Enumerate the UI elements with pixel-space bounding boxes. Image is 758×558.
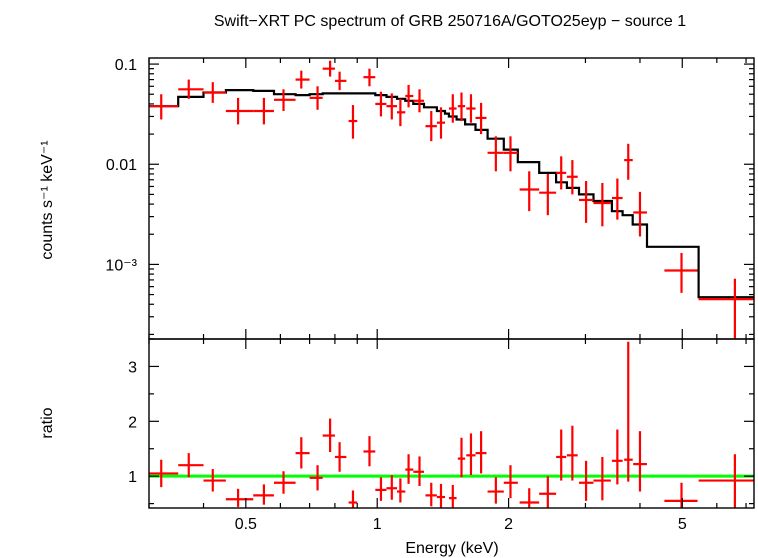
ratio-data-point <box>698 454 754 508</box>
ratio-data-point <box>624 341 633 482</box>
spectrum-data-point <box>405 84 414 108</box>
ratio-data-point <box>611 429 623 485</box>
spectrum-data-point <box>633 191 647 237</box>
ratio-y-axis-label: ratio <box>39 407 56 438</box>
ratio-data-point <box>448 484 457 508</box>
spectrum-data-point <box>519 171 540 212</box>
spectrum-panel: 0.1 0.01 10⁻³ <box>105 57 755 340</box>
ratio-data-point <box>273 471 296 494</box>
ratio-tick-label: 1 <box>128 469 137 486</box>
spectrum-data-point <box>487 136 504 172</box>
ratio-data-point <box>519 488 540 508</box>
spectrum-data-point <box>611 178 623 220</box>
ratio-data-point <box>295 437 310 469</box>
y-tick-label: 0.01 <box>106 157 137 174</box>
ratio-panel-frame <box>148 338 755 509</box>
ratio-data-point <box>225 488 254 507</box>
spectrum-data-point <box>539 173 557 216</box>
spectrum-data-point <box>624 143 633 180</box>
spectrum-panel-frame <box>148 57 755 340</box>
ratio-data-point <box>664 482 698 508</box>
ratio-points-group <box>149 341 754 508</box>
spectrum-data-point <box>466 94 476 123</box>
ratio-data-point <box>203 469 226 492</box>
spectrum-data-point <box>322 60 335 77</box>
spectrum-data-point <box>413 89 424 113</box>
ratio-data-point <box>487 477 504 504</box>
ratio-data-point <box>457 437 466 478</box>
spectrum-data-point <box>556 156 567 190</box>
spectrum-data-point <box>348 105 358 139</box>
ratio-data-point <box>503 465 518 499</box>
spectrum-data-point <box>203 82 226 103</box>
spectrum-points-group <box>149 60 754 339</box>
ratio-data-point <box>348 490 358 508</box>
ratio-data-point <box>386 475 397 500</box>
ratio-data-point <box>425 482 437 507</box>
ratio-data-point <box>405 454 414 484</box>
ratio-tick-label: 2 <box>128 414 137 431</box>
ratio-data-point <box>322 418 335 453</box>
spectrum-data-point <box>295 70 310 89</box>
spectrum-data-point <box>579 181 594 223</box>
ratio-data-point <box>413 456 424 487</box>
spectrum-data-point <box>334 71 347 91</box>
ratio-data-point <box>633 431 647 492</box>
spectrum-data-point <box>178 79 204 99</box>
spectrum-data-point <box>375 91 387 117</box>
spectrum-y-axis-label: counts s⁻¹ keV⁻¹ <box>39 140 56 259</box>
spectrum-data-point <box>386 93 397 120</box>
ratio-data-point <box>363 436 376 467</box>
ratio-data-point <box>593 456 611 501</box>
x-tick-label: 0.5 <box>235 516 257 533</box>
ratio-data-point <box>309 465 323 491</box>
ratio-data-point <box>334 442 347 472</box>
ratio-data-point <box>539 476 557 508</box>
ratio-data-point <box>566 425 578 481</box>
spectrum-data-point <box>593 182 611 227</box>
spectrum-data-point <box>475 102 487 135</box>
x-tick-label: 2 <box>504 516 513 533</box>
spectrum-data-point <box>664 252 698 293</box>
spectrum-data-point <box>149 94 179 120</box>
spectrum-axis-ticks: 0.1 0.01 10⁻³ <box>105 57 754 339</box>
spectrum-data-point <box>566 160 578 195</box>
ratio-axis-ticks: 0.5 1 2 5 1 2 3 <box>128 338 754 533</box>
spectrum-data-point <box>448 94 457 123</box>
model-curve-group <box>149 89 754 299</box>
spectrum-data-point <box>253 97 274 125</box>
ratio-data-point <box>253 484 274 505</box>
spectrum-data-point <box>309 86 323 110</box>
spectrum-data-point <box>225 97 254 125</box>
ratio-data-point <box>436 483 446 508</box>
chart-title: Swift−XRT PC spectrum of GRB 250716A/GOT… <box>214 13 686 30</box>
ratio-data-point <box>375 477 387 501</box>
spectrum-data-point <box>396 98 406 127</box>
spectrum-data-point <box>503 136 518 172</box>
ratio-data-point <box>149 459 179 488</box>
spectrum-data-point <box>457 92 466 122</box>
ratio-data-point <box>178 453 204 478</box>
y-tick-label: 10⁻³ <box>105 257 137 274</box>
y-tick-label: 0.1 <box>115 57 137 74</box>
ratio-data-point <box>475 431 487 474</box>
spectrum-data-point <box>363 68 376 87</box>
spectrum-data-point <box>698 278 754 339</box>
x-tick-label: 5 <box>678 516 687 533</box>
spectrum-data-point <box>425 111 437 142</box>
ratio-data-point <box>396 478 406 503</box>
spectrum-data-point <box>436 107 446 139</box>
model-step-curve <box>149 89 754 299</box>
ratio-data-point <box>579 460 594 501</box>
x-axis-label: Energy (keV) <box>405 540 498 557</box>
ratio-data-point <box>466 433 476 476</box>
ratio-data-point <box>556 429 567 481</box>
spectrum-data-point <box>273 89 296 112</box>
ratio-panel: 0.5 1 2 5 1 2 3 <box>128 338 755 533</box>
ratio-tick-label: 3 <box>128 359 137 376</box>
x-tick-label: 1 <box>373 516 382 533</box>
